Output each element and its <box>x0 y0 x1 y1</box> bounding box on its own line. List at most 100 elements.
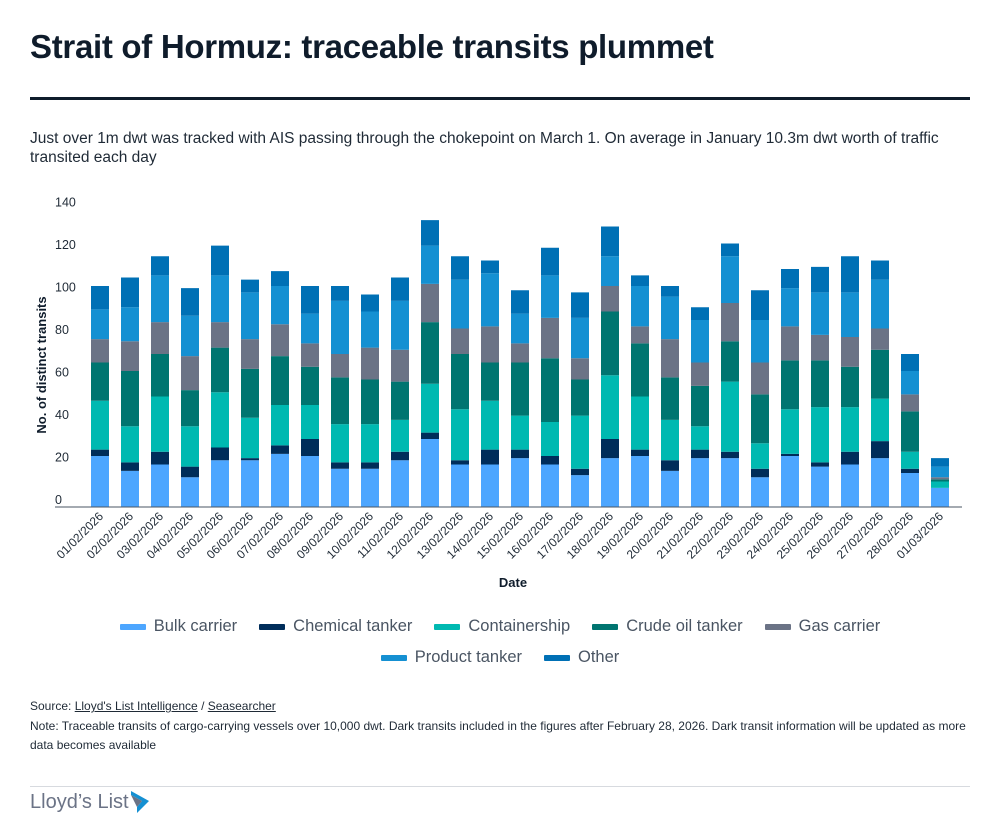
bar-segment-bulk-carrier <box>871 458 889 507</box>
bar-segment-containership <box>211 392 229 448</box>
legend-item[interactable]: Other <box>544 648 619 667</box>
bar-segment-gas-carrier <box>661 339 679 378</box>
bar-segment-bulk-carrier <box>481 464 499 507</box>
bar-stack <box>211 245 229 507</box>
y-tick-label: 80 <box>55 323 69 337</box>
legend-label: Containership <box>468 617 571 635</box>
bar-stack <box>271 271 289 507</box>
legend-item[interactable]: Bulk carrier <box>119 617 238 636</box>
legend-item[interactable]: Chemical tanker <box>259 617 412 636</box>
bar-stack <box>661 286 679 507</box>
bar-stack <box>571 292 589 507</box>
chart-title: Strait of Hormuz: traceable transits plu… <box>30 28 714 65</box>
bar-segment-product-tanker <box>481 273 499 327</box>
bar-segment-bulk-carrier <box>391 460 409 507</box>
bar-segment-chemical-tanker <box>241 458 259 461</box>
bar-segment-other <box>661 286 679 297</box>
bar-segment-gas-carrier <box>301 343 319 367</box>
bar-segment-product-tanker <box>691 320 709 363</box>
bar-segment-gas-carrier <box>721 303 739 342</box>
bar-stack <box>361 294 379 507</box>
legend-item[interactable]: Product tanker <box>380 648 522 667</box>
x-axis-title: Date <box>499 575 527 590</box>
bar-segment-product-tanker <box>361 311 379 348</box>
bar-segment-gas-carrier <box>811 334 829 361</box>
bar-segment-other <box>121 277 139 308</box>
legend-swatch <box>544 654 571 661</box>
legend-item[interactable]: Gas carrier <box>764 617 880 636</box>
bar-segment-crude-oil-tanker <box>361 379 379 425</box>
bar-stack <box>901 354 919 507</box>
bar-segment-crude-oil-tanker <box>901 411 919 452</box>
bar-segment-containership <box>571 415 589 469</box>
bar-segment-crude-oil-tanker <box>511 362 529 416</box>
source-link-seasearcher[interactable]: Seasearcher <box>207 699 276 713</box>
legend-swatch <box>592 623 619 630</box>
stacked-bar-chart: No. of distinct transits Date 0 20 40 60 80 1… <box>34 196 962 590</box>
bar-segment-other <box>451 256 469 280</box>
bar-segment-crude-oil-tanker <box>481 362 499 401</box>
bar-segment-containership <box>601 375 619 439</box>
bar-segment-product-tanker <box>901 371 919 395</box>
bar-segment-product-tanker <box>91 309 109 340</box>
legend-row-1: Bulk carrier Chemical tanker Containership… <box>0 617 1000 636</box>
bar-segment-containership <box>901 451 919 469</box>
bar-segment-product-tanker <box>781 288 799 327</box>
legend-swatch <box>259 623 286 630</box>
bar-segment-gas-carrier <box>481 326 499 363</box>
bar-segment-crude-oil-tanker <box>781 360 799 410</box>
bar-segment-bulk-carrier <box>541 464 559 507</box>
bar-stack <box>151 256 169 507</box>
bar-segment-bulk-carrier <box>181 477 199 507</box>
bar-segment-crude-oil-tanker <box>661 377 679 420</box>
legend-label: Bulk carrier <box>153 617 238 635</box>
legend-item[interactable]: Crude oil tanker <box>592 617 743 636</box>
legend-item[interactable]: Containership <box>434 617 570 636</box>
bar-segment-gas-carrier <box>841 337 859 367</box>
bar-segment-bulk-carrier <box>931 487 949 507</box>
source-link-lloyds-list-intelligence[interactable]: Lloyd's List Intelligence <box>74 699 198 713</box>
bar-segment-product-tanker <box>121 307 139 342</box>
bar-segment-gas-carrier <box>91 339 109 363</box>
y-tick-label: 100 <box>55 281 76 295</box>
bar-segment-gas-carrier <box>151 322 169 354</box>
bar-segment-product-tanker <box>601 256 619 286</box>
bar-segment-chemical-tanker <box>541 456 559 465</box>
bar-stack <box>481 260 499 507</box>
bar-segment-product-tanker <box>211 275 229 323</box>
bar-segment-gas-carrier <box>391 349 409 382</box>
bar-segment-product-tanker <box>931 466 949 478</box>
bar-segment-containership <box>151 396 169 452</box>
bar-segment-bulk-carrier <box>121 470 139 507</box>
bar-segment-chemical-tanker <box>181 466 199 478</box>
bar-segment-containership <box>91 400 109 450</box>
bar-segment-bulk-carrier <box>631 456 649 507</box>
bar-stack <box>391 277 409 507</box>
bar-segment-chemical-tanker <box>421 432 439 439</box>
bar-segment-gas-carrier <box>601 286 619 312</box>
bar-segment-crude-oil-tanker <box>181 390 199 427</box>
bar-stack <box>121 277 139 507</box>
bar-segment-other <box>211 245 229 276</box>
bar-segment-containership <box>841 407 859 452</box>
bar-stack <box>541 247 559 507</box>
title-divider <box>30 97 970 100</box>
bar-segment-bulk-carrier <box>901 473 919 507</box>
bar-segment-crude-oil-tanker <box>421 322 439 384</box>
bar-segment-product-tanker <box>301 313 319 344</box>
bar-segment-containership <box>451 409 469 461</box>
bar-segment-containership <box>421 383 439 433</box>
bar-segment-other <box>361 294 379 312</box>
bar-segment-other <box>151 256 169 276</box>
bar-segment-crude-oil-tanker <box>631 343 649 397</box>
bar-segment-bulk-carrier <box>421 439 439 507</box>
legend-swatch <box>434 623 461 630</box>
bar-segment-crude-oil-tanker <box>121 371 139 427</box>
bar-segment-containership <box>121 426 139 463</box>
bar-segment-containership <box>751 443 769 469</box>
bar-segment-product-tanker <box>631 286 649 327</box>
bar-segment-containership <box>181 426 199 467</box>
bar-segment-bulk-carrier <box>211 460 229 507</box>
bar-segment-other <box>91 286 109 310</box>
bar-segment-bulk-carrier <box>361 468 379 507</box>
